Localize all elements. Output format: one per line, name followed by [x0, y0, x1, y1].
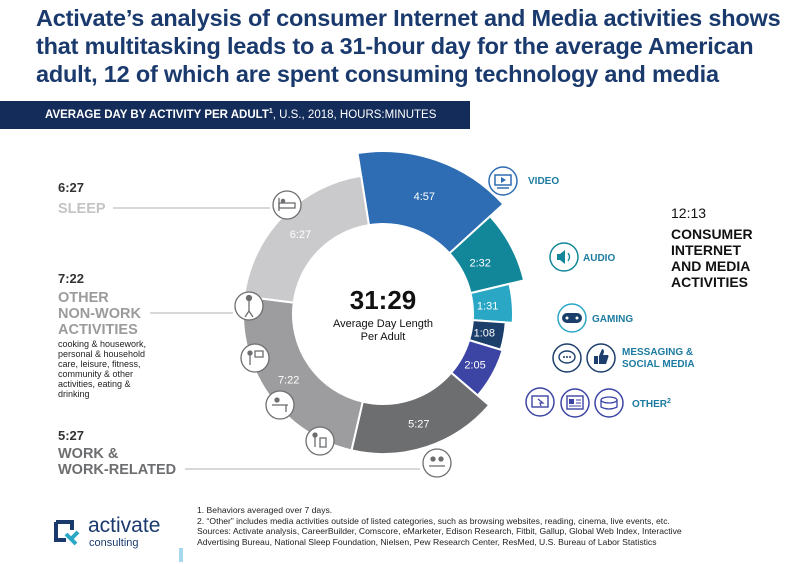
slice-label-work-work-related: 5:27: [408, 418, 429, 430]
work-label-2: WORK-RELATED: [58, 462, 176, 478]
center-label-2: Per Adult: [361, 331, 406, 343]
person-walking-icon: [234, 291, 264, 321]
other-desc-4: community & other: [58, 369, 133, 379]
slice-label-audio: 2:32: [469, 258, 490, 270]
summary-line-3: AND MEDIA: [671, 258, 750, 274]
banner-sup: 1: [268, 108, 273, 115]
banner-text: AVERAGE DAY BY ACTIVITY PER ADULT1, U.S.…: [45, 108, 436, 121]
other-media-label: OTHER2: [632, 398, 671, 410]
footnote-2: 2. “Other” includes media activities out…: [197, 515, 670, 526]
title-line-3: adult, 12 of which are spent consuming t…: [36, 61, 719, 87]
left-labels: 6:27 SLEEP 7:22 OTHER NON-WORK ACTIVITIE…: [58, 180, 420, 478]
page-title: Activate’s analysis of consumer Internet…: [36, 4, 781, 88]
logo-sub: consulting: [89, 537, 139, 549]
title-line-2: that multitasking leads to a 31-hour day…: [36, 33, 754, 59]
slice-label-other: 2:05: [464, 360, 485, 372]
donut-slices: [242, 150, 526, 455]
work-time: 5:27: [58, 428, 84, 443]
other-desc-1: cooking & housework,: [58, 339, 146, 349]
chat-bubble-icon: [552, 343, 582, 373]
banner-bold: AVERAGE DAY BY ACTIVITY PER ADULT: [45, 108, 269, 121]
title-line-1: Activate’s analysis of consumer Internet…: [36, 5, 781, 31]
messaging-label-2: SOCIAL MEDIA: [622, 359, 695, 370]
donut-hole: [293, 224, 473, 404]
other-label-2: NON-WORK: [58, 306, 141, 322]
slice-label-gaming: 1:31: [477, 300, 498, 312]
left-icons: [234, 190, 452, 478]
meeting-icon: [422, 448, 452, 478]
audio-label: AUDIO: [583, 253, 615, 264]
slice-labels: 4:57 2:32 1:31 1:08 2:05 5:27 7:22 6:27: [278, 191, 498, 430]
person-tv-icon: [240, 343, 270, 373]
sleep-time: 6:27: [58, 180, 84, 195]
banner-rest: , U.S., 2018, HOURS:MINUTES: [272, 108, 437, 121]
center-label-1: Average Day Length: [333, 318, 433, 330]
gamepad-icon: [557, 303, 587, 333]
newspaper-icon: [560, 388, 590, 418]
browser-icon: [525, 387, 555, 417]
summary-line-4: ACTIVITIES: [671, 274, 748, 290]
slice-label-video: 4:57: [414, 191, 435, 203]
other-label-3: ACTIVITIES: [58, 322, 138, 338]
logo-word: activate: [88, 514, 161, 537]
footnote-sources-1: Sources: Activate analysis, CareerBuilde…: [197, 526, 682, 536]
chart-subtitle-banner: AVERAGE DAY BY ACTIVITY PER ADULT1, U.S.…: [0, 101, 470, 129]
footnote-1: 1. Behaviors averaged over 7 days.: [197, 505, 333, 515]
other-desc-5: activities, eating &: [58, 379, 131, 389]
footnotes: 1. Behaviors averaged over 7 days. 2. “O…: [197, 505, 757, 547]
summary-time: 12:13: [671, 205, 706, 221]
sleep-label: SLEEP: [58, 201, 106, 217]
center-total: 31:29: [350, 285, 417, 315]
video-label: VIDEO: [528, 176, 559, 187]
logo-mark-icon: [54, 520, 80, 546]
other-desc-2: personal & household: [58, 349, 145, 359]
accent-bar: [179, 548, 183, 562]
person-desk-icon: [265, 390, 295, 420]
media-labels: VIDEO AUDIO GAMING MESSAGING & SOCIAL ME…: [488, 166, 695, 418]
work-label-1: WORK &: [58, 446, 119, 462]
footnote-sources-2: Advertising Bureau, National Sleep Found…: [197, 536, 657, 547]
other-media-sup: 2: [667, 398, 671, 405]
slice-label-other-non-work-activities: 7:22: [278, 375, 299, 387]
gaming-label: GAMING: [592, 314, 633, 325]
activate-logo: activate consulting: [52, 514, 182, 554]
summary-line-1: CONSUMER: [671, 226, 753, 242]
other-label-1: OTHER: [58, 290, 109, 306]
summary-line-2: INTERNET: [671, 242, 741, 258]
other-time: 7:22: [58, 271, 84, 286]
right-summary: 12:13 CONSUMER INTERNET AND MEDIA ACTIVI…: [671, 205, 753, 290]
slice-label-sleep: 6:27: [290, 229, 311, 241]
person-podium-icon: [305, 426, 335, 456]
video-icon: [488, 166, 518, 196]
other-media-text: OTHER: [632, 399, 668, 410]
speaker-icon: [549, 242, 579, 272]
slice-label-messaging-social-media: 1:08: [474, 328, 495, 340]
thumbs-up-icon: [586, 343, 616, 373]
stadium-icon: [594, 388, 624, 418]
other-desc-6: drinking: [58, 389, 90, 399]
messaging-label-1: MESSAGING &: [622, 347, 693, 358]
bed-icon: [272, 190, 302, 220]
other-desc-3: care, leisure, fitness,: [58, 359, 141, 369]
